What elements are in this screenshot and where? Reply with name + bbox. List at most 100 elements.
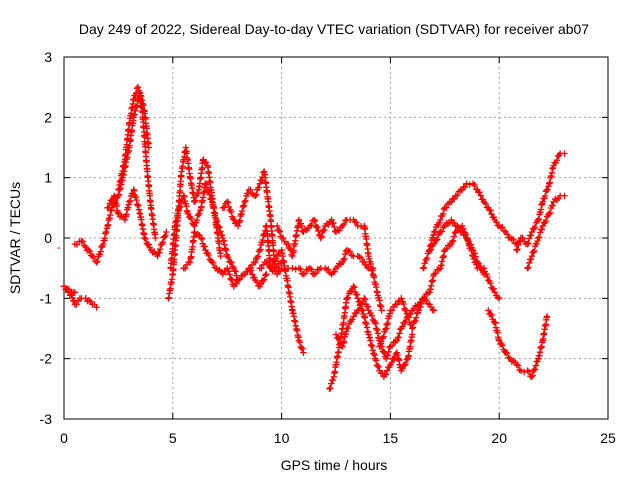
data-point-marker	[256, 180, 264, 187]
data-point-marker	[299, 345, 306, 352]
stray-mark: -	[57, 240, 61, 254]
data-point-marker	[262, 272, 269, 279]
data-point-marker	[388, 307, 396, 314]
data-point-marker	[451, 195, 458, 203]
data-point-marker	[375, 363, 382, 370]
x-tick-label: 10	[274, 430, 290, 446]
y-tick-label: 0	[44, 230, 52, 246]
data-point-marker	[531, 223, 539, 231]
y-tick-label: -3	[40, 411, 53, 427]
data-point-marker	[156, 249, 163, 256]
data-point-marker	[476, 188, 483, 196]
x-tick-label: 0	[60, 430, 68, 446]
data-point-marker	[536, 233, 543, 241]
data-point-marker	[312, 270, 320, 277]
data-point-marker	[531, 247, 538, 254]
data-point-marker	[194, 190, 202, 197]
data-point-marker	[471, 250, 479, 257]
data-point-marker	[377, 338, 385, 345]
data-point-marker	[543, 313, 551, 320]
data-point-marker	[503, 350, 511, 357]
data-point-marker	[328, 216, 335, 224]
data-point-marker	[496, 295, 503, 302]
data-point-marker	[475, 260, 482, 267]
data-point-marker	[274, 271, 281, 278]
series-sat-track-19	[513, 150, 568, 254]
data-point-marker	[257, 280, 265, 288]
data-point-marker	[130, 96, 137, 103]
data-point-marker	[505, 354, 512, 361]
data-point-marker	[331, 223, 338, 231]
data-point-marker	[203, 181, 210, 189]
data-point-marker	[297, 265, 304, 273]
axis-layer: 0 5 10 15 20 25 -3 -2 -1 0 1 2 3	[40, 49, 616, 446]
data-point-marker	[478, 265, 485, 272]
data-point-marker	[542, 217, 550, 225]
series-sat-track-11	[256, 246, 377, 278]
data-point-marker	[196, 210, 203, 218]
data-point-marker	[350, 283, 357, 290]
data-point-marker	[105, 204, 112, 211]
data-point-marker	[93, 304, 100, 311]
data-point-marker	[408, 331, 416, 338]
data-point-marker	[528, 252, 536, 260]
data-point-marker	[329, 376, 337, 384]
data-point-marker	[205, 188, 212, 195]
data-point-marker	[264, 259, 272, 266]
data-point-marker	[355, 306, 363, 313]
data-point-marker	[260, 276, 268, 283]
data-point-marker	[216, 224, 223, 231]
data-point-marker	[73, 301, 80, 308]
data-point-marker	[488, 210, 495, 218]
data-point-marker	[192, 197, 199, 204]
data-point-marker	[443, 204, 450, 211]
data-point-marker	[405, 314, 412, 321]
data-point-marker	[451, 219, 458, 227]
data-point-marker	[328, 380, 335, 387]
data-point-marker	[515, 241, 522, 249]
data-point-marker	[341, 250, 349, 258]
data-point-marker	[308, 266, 315, 273]
data-point-marker	[259, 277, 267, 284]
data-point-marker	[418, 300, 425, 308]
data-point-marker	[242, 197, 249, 204]
data-point-marker	[281, 266, 289, 273]
data-point-marker	[553, 157, 561, 164]
data-point-marker	[525, 264, 532, 271]
data-point-marker	[420, 264, 428, 271]
data-point-marker	[340, 220, 348, 228]
data-point-marker	[524, 264, 531, 272]
x-tick-label: 15	[383, 430, 399, 446]
data-point-marker	[396, 330, 403, 337]
data-point-marker	[230, 216, 237, 224]
data-point-marker	[395, 334, 402, 341]
data-point-marker	[314, 224, 321, 231]
data-point-marker	[531, 366, 539, 373]
data-point-marker	[402, 360, 409, 368]
data-point-marker	[439, 210, 447, 218]
data-point-marker	[461, 183, 469, 191]
data-point-marker	[93, 258, 100, 266]
data-point-marker	[217, 252, 224, 260]
data-point-marker	[276, 267, 284, 275]
x-tick-label: 5	[169, 430, 177, 446]
data-point-marker	[152, 234, 159, 242]
data-point-marker	[79, 238, 87, 245]
data-point-marker	[401, 362, 408, 369]
data-point-marker	[211, 264, 219, 271]
series-sat-track-13	[326, 283, 416, 393]
data-point-marker	[263, 271, 270, 278]
data-point-marker	[208, 258, 216, 266]
data-point-marker	[81, 242, 88, 249]
data-point-marker	[353, 310, 360, 317]
data-point-marker	[388, 342, 396, 349]
series-sat-track-16	[419, 180, 525, 272]
series-sat-track-4	[60, 283, 79, 299]
data-point-marker	[430, 240, 438, 248]
data-point-marker	[399, 323, 406, 330]
data-point-marker	[561, 192, 568, 199]
data-point-marker	[224, 198, 231, 205]
data-point-marker	[525, 239, 532, 247]
data-point-marker	[530, 248, 537, 256]
